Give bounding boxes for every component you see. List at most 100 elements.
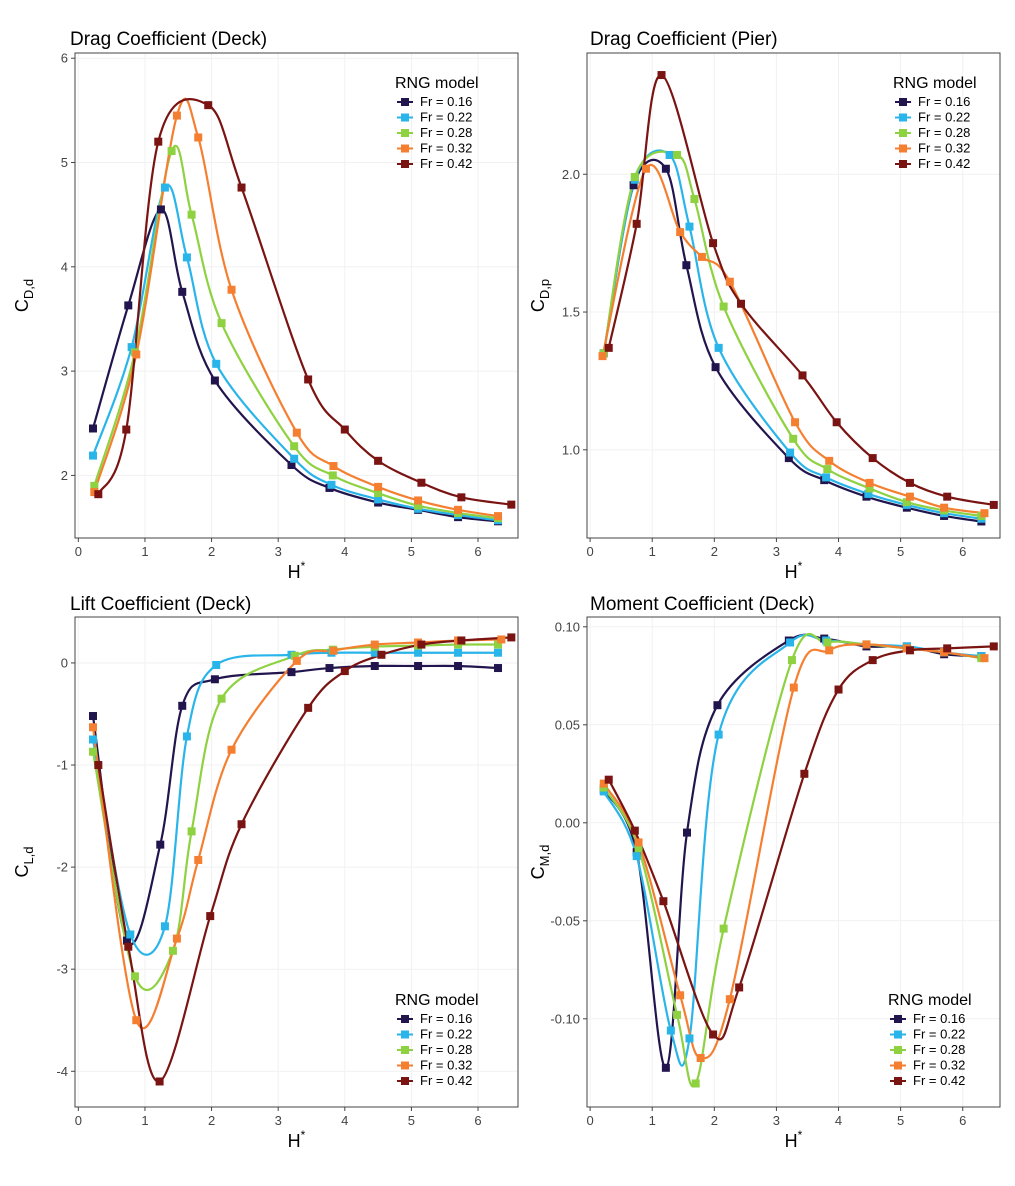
- data-point: [822, 473, 831, 482]
- data-point: [905, 478, 914, 487]
- legend-swatch: [894, 1077, 902, 1085]
- data-point: [865, 478, 874, 487]
- legend-swatch: [401, 1030, 409, 1039]
- data-point: [194, 855, 203, 864]
- data-point: [786, 638, 795, 647]
- data-point: [454, 648, 463, 657]
- y-axis-label: CD,p: [528, 279, 552, 312]
- legend-swatch: [401, 1015, 409, 1023]
- legend-item-label: Fr = 0.28: [913, 1042, 965, 1057]
- data-point: [800, 769, 809, 778]
- data-point: [156, 840, 165, 849]
- data-point: [719, 924, 728, 933]
- x-tick-label: 4: [341, 544, 348, 559]
- data-point: [862, 640, 871, 649]
- data-point: [980, 509, 989, 518]
- data-point: [327, 480, 336, 489]
- data-point: [943, 492, 952, 501]
- legend-swatch: [894, 1046, 902, 1054]
- data-point: [417, 640, 426, 649]
- plot-frame: [74, 52, 519, 539]
- data-point: [172, 111, 181, 120]
- data-point: [685, 222, 694, 231]
- data-point: [630, 173, 639, 182]
- legend-item-label: Fr = 0.28: [420, 1042, 472, 1057]
- chart-title: Drag Coefficient (Pier): [590, 29, 778, 50]
- legend-title: RNG model: [395, 992, 479, 1009]
- data-point: [905, 646, 914, 655]
- legend-title: RNG model: [395, 75, 479, 92]
- y-tick-label: -3: [56, 962, 68, 977]
- data-point: [178, 701, 187, 710]
- legend-swatch: [899, 160, 907, 168]
- x-tick-label: 2: [711, 544, 718, 559]
- data-point: [287, 668, 296, 677]
- data-point: [237, 183, 246, 192]
- data-point: [725, 277, 734, 286]
- data-point: [789, 434, 798, 443]
- x-tick-label: 3: [275, 1113, 282, 1128]
- legend-item-label: Fr = 0.42: [913, 1073, 965, 1088]
- legend-swatch: [894, 1015, 902, 1023]
- legend-swatch: [899, 98, 907, 106]
- data-point: [665, 150, 674, 159]
- y-tick-label: 5: [61, 155, 68, 170]
- data-point: [417, 478, 426, 487]
- legend-item-label: Fr = 0.32: [913, 1058, 965, 1073]
- x-tick-label: 6: [959, 1113, 966, 1128]
- data-point: [604, 775, 613, 784]
- data-point: [374, 489, 383, 498]
- data-point: [980, 654, 989, 663]
- data-point: [126, 930, 135, 939]
- legend-swatch: [401, 113, 409, 122]
- data-point: [834, 685, 843, 694]
- data-point: [735, 983, 744, 992]
- data-point: [237, 820, 246, 829]
- data-point: [666, 1026, 675, 1035]
- data-point: [187, 827, 196, 836]
- chart-title: Drag Coefficient (Deck): [70, 29, 267, 50]
- y-tick-label: -4: [56, 1064, 68, 1079]
- y-axis-label-sub: D,d: [21, 279, 36, 299]
- data-point: [156, 205, 165, 214]
- data-point: [709, 239, 718, 248]
- data-point: [634, 844, 643, 853]
- x-tick-label: 2: [208, 544, 215, 559]
- legend-item-label: Fr = 0.16: [420, 1011, 472, 1026]
- data-point: [374, 495, 383, 504]
- data-point: [634, 838, 643, 847]
- y-tick-label: 4: [61, 259, 68, 274]
- data-point: [374, 456, 383, 465]
- plot-background: [587, 617, 1000, 1107]
- data-point: [132, 1016, 141, 1025]
- data-point: [127, 343, 136, 352]
- data-point: [155, 1077, 164, 1086]
- data-point: [124, 942, 133, 951]
- x-tick-label: 1: [649, 544, 656, 559]
- data-point: [370, 662, 379, 670]
- data-point: [172, 934, 181, 943]
- x-tick-label: 3: [773, 1113, 780, 1128]
- data-point: [167, 147, 176, 156]
- data-point: [204, 101, 213, 110]
- x-tick-label: 0: [586, 544, 593, 559]
- data-point: [210, 675, 219, 684]
- data-point: [682, 828, 691, 837]
- x-tick-label: 4: [835, 1113, 842, 1128]
- data-point: [227, 285, 236, 294]
- data-point: [90, 481, 99, 490]
- data-point: [719, 302, 728, 311]
- data-point: [292, 656, 301, 665]
- data-point: [657, 71, 666, 80]
- data-point: [629, 181, 638, 190]
- data-point: [832, 418, 841, 427]
- legend-item-label: Fr = 0.28: [918, 125, 970, 140]
- data-point: [88, 712, 97, 721]
- x-axis-label-sup: *: [798, 1128, 803, 1142]
- data-point: [329, 462, 338, 471]
- data-point: [989, 500, 998, 509]
- legend-item-label: Fr = 0.22: [420, 110, 472, 125]
- x-tick-label: 0: [586, 1113, 593, 1128]
- data-point: [124, 301, 133, 310]
